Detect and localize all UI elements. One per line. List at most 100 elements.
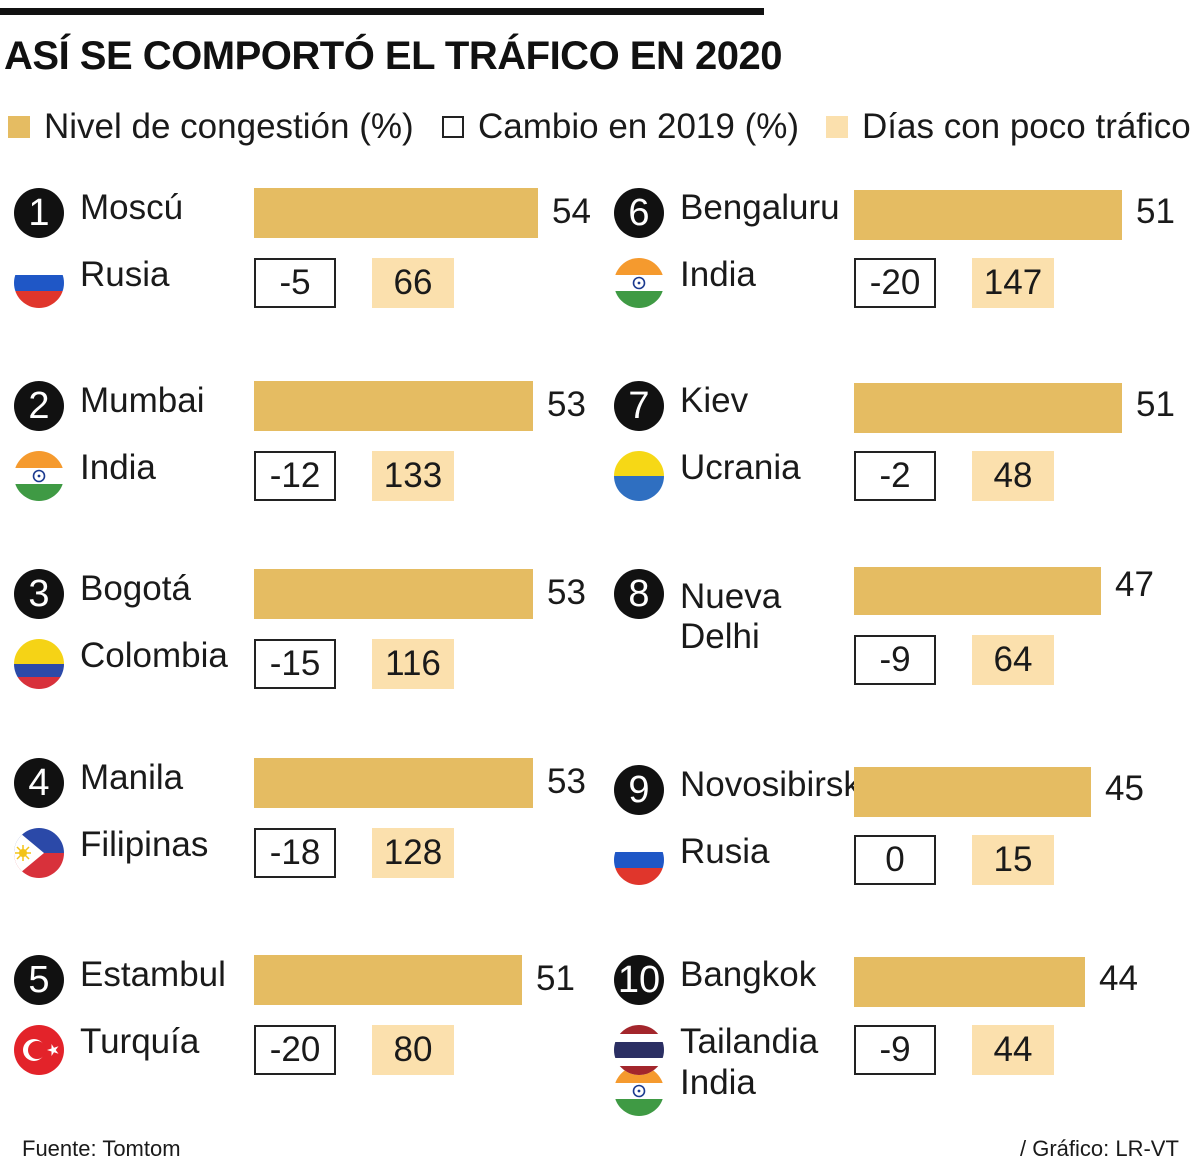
change-value: -12: [254, 451, 336, 501]
country-name: India: [80, 448, 156, 487]
rank-entry: 1 Moscú Rusia 54 -5 66: [14, 188, 604, 358]
rank-entry: 7 Kiev Ucrania 51 -2 48: [614, 381, 1200, 551]
change-value: -15: [254, 639, 336, 689]
low-traffic-days-value: 133: [372, 451, 454, 501]
legend-days: Días con poco tráfico: [826, 104, 1191, 150]
city-name: Bangkok: [680, 955, 817, 994]
congestion-value: 53: [547, 573, 586, 612]
rank-number: 6: [628, 191, 650, 234]
change-value: -2: [854, 451, 936, 501]
rank-entry: 8 Nueva Delhi India 47 -9 64: [614, 565, 1200, 1116]
legend-days-swatch: [826, 116, 848, 138]
rank-entry: 10 Bangkok Tailandia 44 -9 44: [614, 955, 1200, 1125]
legend-congestion-label: Nivel de congestión (%): [44, 107, 414, 146]
congestion-value: 54: [552, 192, 591, 231]
graphic-credit: / Gráfico: LR-VT: [1020, 1136, 1179, 1161]
change-value: -18: [254, 828, 336, 878]
rank-number: 2: [28, 384, 50, 427]
rank-badge: 5: [14, 955, 64, 1005]
congestion-value: 51: [1136, 385, 1175, 424]
country-name: Filipinas: [80, 825, 209, 864]
city-name: Nueva Delhi: [680, 577, 782, 656]
change-value: -9: [854, 1025, 936, 1075]
change-value: -9: [854, 635, 936, 685]
philippines-flag-icon: [14, 828, 64, 878]
russia-flag-icon: [14, 258, 64, 308]
rank-badge: 3: [14, 569, 64, 619]
congestion-bar: [854, 567, 1101, 615]
russia-flag-icon: [614, 835, 664, 885]
city-name: Moscú: [80, 188, 184, 227]
congestion-bar: [854, 767, 1091, 817]
rank-number: 5: [28, 958, 50, 1001]
low-traffic-days-value: 80: [372, 1025, 454, 1075]
india-flag-icon: [14, 451, 64, 501]
source-note: Fuente: Tomtom: [22, 1136, 181, 1161]
rank-entry: 6 Bengaluru India 51 -20 147: [614, 188, 1200, 358]
top-rule: [0, 8, 764, 15]
turkey-flag-icon: [14, 1025, 64, 1075]
rank-badge: 9: [614, 765, 664, 815]
legend-change-swatch: [442, 116, 464, 138]
rank-number: 3: [28, 572, 50, 615]
country-name: Tailandia: [680, 1022, 819, 1061]
country-name: Turquía: [80, 1022, 200, 1061]
city-name: Novosibirsk: [680, 765, 861, 804]
colombia-flag-icon: [14, 639, 64, 689]
country-name: India: [680, 255, 756, 294]
change-value: -5: [254, 258, 336, 308]
city-name: Kiev: [680, 381, 749, 420]
rank-entry: 5 Estambul Turquía 51 -20 80: [14, 955, 604, 1125]
city-name: Bengaluru: [680, 188, 840, 227]
legend-change-label: Cambio en 2019 (%): [478, 107, 799, 146]
congestion-bar: [254, 569, 533, 619]
rank-entry: 9 Novosibirsk Rusia 45 0 15: [614, 765, 1200, 935]
low-traffic-days-value: 147: [972, 258, 1054, 308]
rank-number: 8: [628, 572, 650, 615]
congestion-bar: [254, 381, 533, 431]
rank-number: 9: [628, 768, 650, 811]
thailand-flag-icon: [614, 1025, 664, 1075]
india-flag-icon: [614, 258, 664, 308]
change-value: -20: [254, 1025, 336, 1075]
rank-entry: 2 Mumbai India 53 -12 133: [14, 381, 604, 551]
congestion-value: 51: [536, 959, 575, 998]
congestion-bar: [254, 188, 538, 238]
rank-badge: 10: [614, 955, 664, 1005]
rank-badge: 1: [14, 188, 64, 238]
congestion-value: 47: [1115, 565, 1154, 604]
rank-badge: 2: [14, 381, 64, 431]
city-name: Mumbai: [80, 381, 205, 420]
rank-badge: 6: [614, 188, 664, 238]
low-traffic-days-value: 116: [372, 639, 454, 689]
change-value: 0: [854, 835, 936, 885]
rank-entry: 4 Manila Filipinas 53 -18 128: [14, 758, 604, 928]
ukraine-flag-icon: [614, 451, 664, 501]
low-traffic-days-value: 64: [972, 635, 1054, 685]
congestion-bar: [254, 758, 533, 808]
low-traffic-days-value: 66: [372, 258, 454, 308]
rank-number: 7: [628, 384, 650, 427]
country-name: Rusia: [80, 255, 170, 294]
rank-number: 10: [617, 958, 661, 1001]
congestion-value: 53: [547, 762, 586, 801]
rank-badge: 8: [614, 569, 664, 619]
low-traffic-days-value: 128: [372, 828, 454, 878]
country-name: Rusia: [680, 832, 770, 871]
city-name: Estambul: [80, 955, 226, 994]
rank-number: 1: [28, 191, 50, 234]
congestion-bar: [854, 957, 1085, 1007]
legend-change: Cambio en 2019 (%): [442, 104, 799, 150]
congestion-value: 44: [1099, 959, 1138, 998]
city-name: Manila: [80, 758, 184, 797]
congestion-bar: [254, 955, 522, 1005]
city-name: Bogotá: [80, 569, 191, 608]
congestion-value: 51: [1136, 192, 1175, 231]
country-name: Colombia: [80, 636, 228, 675]
change-value: -20: [854, 258, 936, 308]
rank-entry: 3 Bogotá Colombia 53 -15 116: [14, 569, 604, 739]
country-name: India: [680, 1063, 756, 1102]
rank-badge: 7: [614, 381, 664, 431]
low-traffic-days-value: 15: [972, 835, 1054, 885]
congestion-bar: [854, 190, 1122, 240]
